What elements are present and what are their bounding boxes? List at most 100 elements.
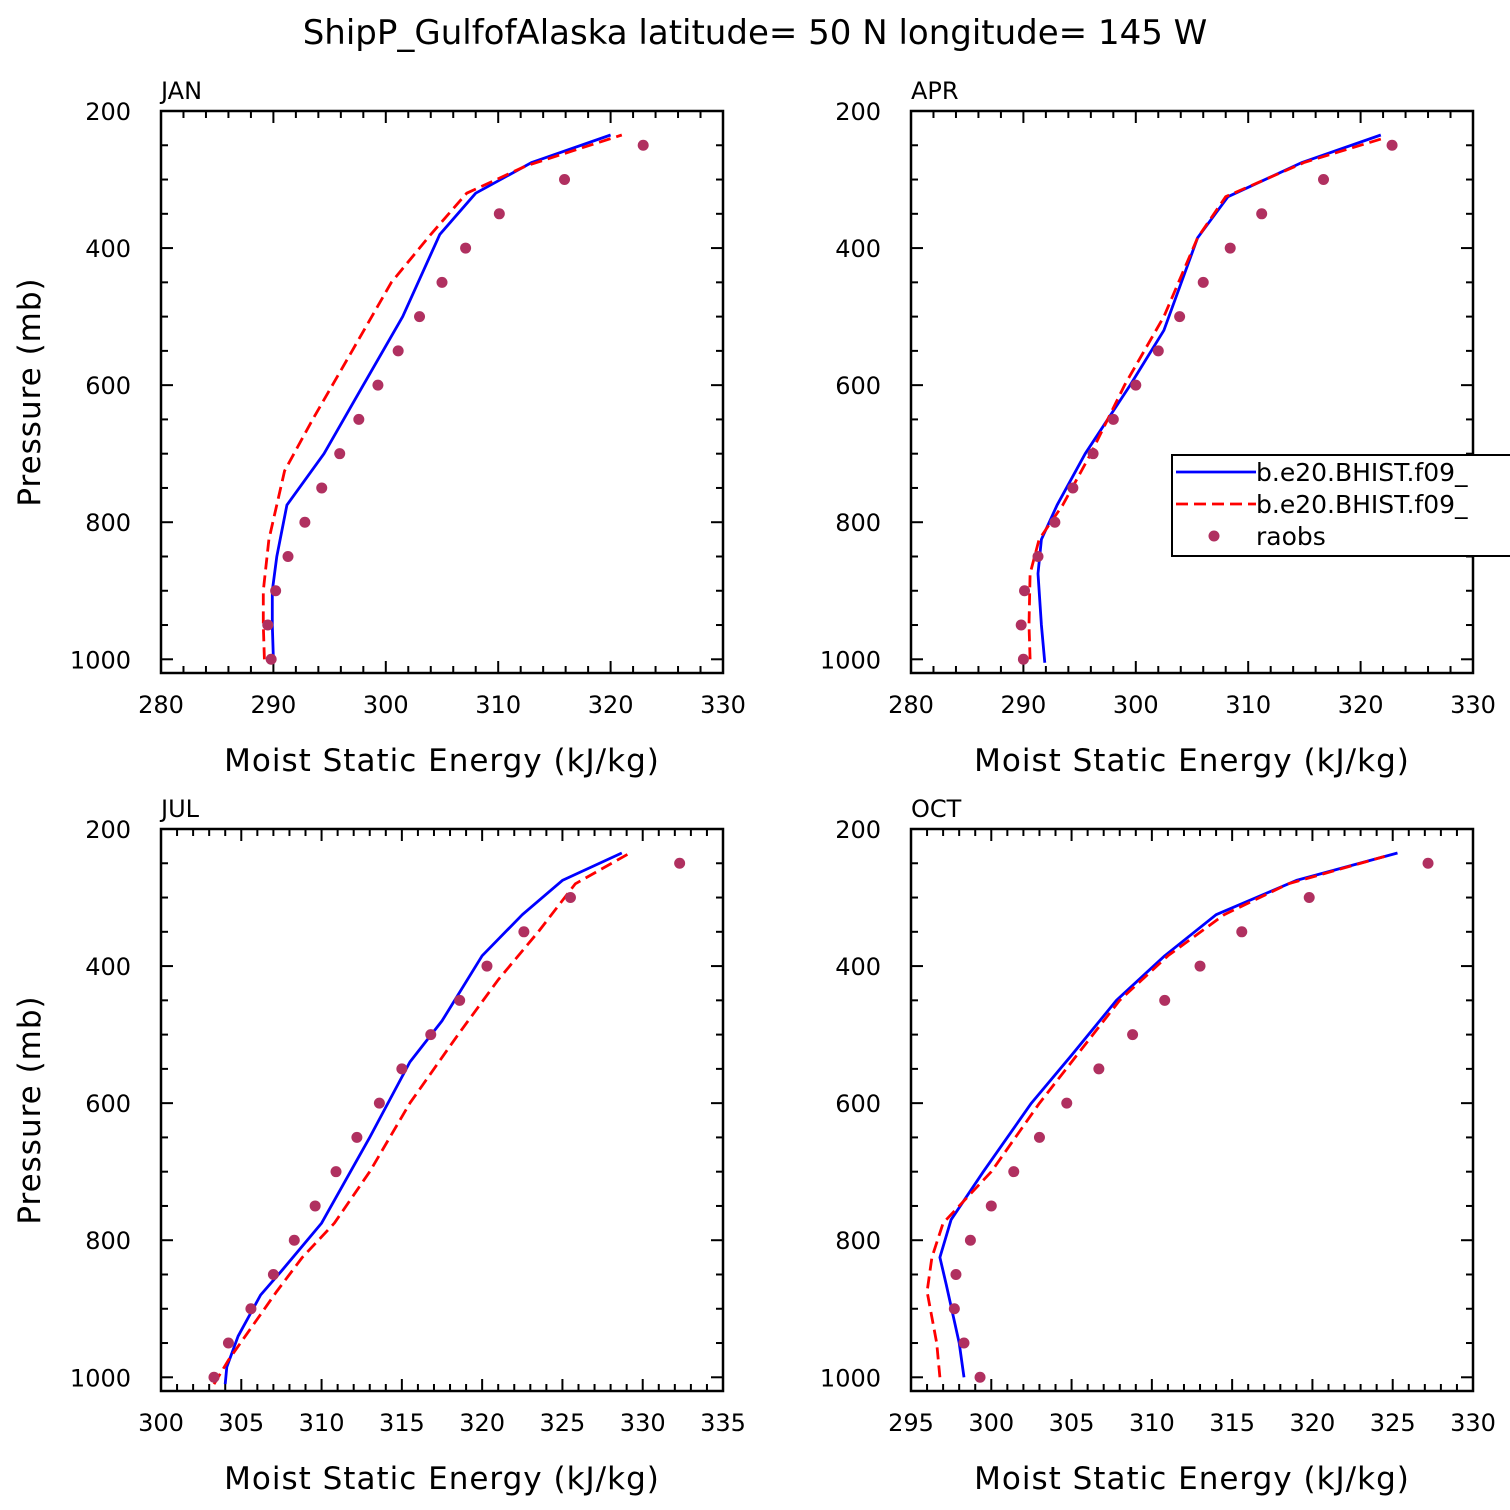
legend: b.e20.BHIST.f09_ b.e20.BHIST.f09_raobs	[1171, 454, 1510, 557]
raobs-point	[493, 208, 505, 220]
plot-frame	[909, 827, 1475, 1393]
raobs-point	[1033, 1131, 1045, 1143]
series-solid-line	[223, 851, 623, 1385]
panel-apr: APR 280 290 300 310 320 330 200 400 600 800 1000 Moi…	[820, 77, 1496, 779]
x-tick-label: 330	[1450, 691, 1496, 719]
raobs-point	[282, 550, 294, 562]
raobs-point	[222, 1337, 234, 1349]
raobs-point	[436, 276, 448, 288]
panel-title-jan: JAN	[159, 77, 202, 105]
x-tick-label: 325	[540, 1409, 586, 1437]
raobs-point	[1127, 1029, 1139, 1041]
legend-dot-marker	[1208, 530, 1220, 542]
x-tick-label: 335	[700, 1409, 746, 1437]
x-tick-label: 305	[1049, 1409, 1095, 1437]
y-tick-label: 1000	[820, 646, 881, 674]
raobs-point	[1061, 1097, 1073, 1109]
raobs-point	[1422, 857, 1434, 869]
raobs-point	[267, 1268, 279, 1280]
x-tick-label: 300	[968, 1409, 1014, 1437]
raobs-point	[974, 1371, 986, 1383]
y-tick-label: 200	[85, 98, 131, 126]
raobs-point	[299, 516, 311, 528]
x-tick-label: 280	[138, 691, 184, 719]
panel-title-jul: JUL	[159, 795, 200, 823]
raobs-point	[454, 994, 466, 1006]
raobs-point	[481, 960, 493, 972]
raobs-point	[1194, 960, 1206, 972]
raobs-point	[958, 1337, 970, 1349]
raobs-point	[518, 926, 530, 938]
plot-frame	[909, 109, 1475, 675]
raobs-point	[1224, 242, 1236, 254]
y-tick-label: 1000	[70, 1364, 131, 1392]
panel-jul: JUL 300 305 310 315 320 325 330 335 200 400 600 800 1…	[12, 795, 746, 1497]
x-tick-label: 315	[379, 1409, 425, 1437]
legend-label: raobs	[1256, 522, 1326, 551]
series-dashed-line	[925, 855, 1386, 1378]
raobs-point	[1318, 174, 1330, 186]
raobs-point	[1197, 276, 1209, 288]
x-tick-label: 320	[459, 1409, 505, 1437]
raobs-point	[262, 619, 274, 631]
raobs-point	[265, 653, 277, 665]
raobs-point	[559, 174, 571, 186]
raobs-point	[1152, 345, 1164, 357]
y-tick-label: 400	[835, 953, 881, 981]
raobs-point	[392, 345, 404, 357]
x-tick-label: 290	[250, 691, 296, 719]
raobs-point	[1093, 1063, 1105, 1075]
raobs-point	[1067, 482, 1079, 494]
x-tick-label: 290	[1000, 691, 1046, 719]
series-dashed-line	[261, 133, 623, 660]
raobs-point	[309, 1200, 321, 1212]
raobs-point	[270, 585, 282, 597]
raobs-point	[964, 1234, 976, 1246]
raobs-point	[1019, 585, 1031, 597]
x-axis-label: Moist Static Energy (kJ/kg)	[224, 743, 660, 779]
y-tick-label: 1000	[820, 1364, 881, 1392]
raobs-point	[425, 1029, 437, 1041]
plot-frame	[159, 827, 725, 1393]
y-tick-label: 600	[85, 1090, 131, 1118]
series-dashed-line	[1027, 137, 1384, 660]
x-tick-label: 320	[1338, 691, 1384, 719]
series-dashed-line	[212, 851, 631, 1385]
raobs-point	[564, 892, 576, 904]
raobs-point	[1130, 379, 1142, 391]
plot-frame	[159, 109, 725, 675]
raobs-point	[316, 482, 328, 494]
y-tick-label: 200	[835, 98, 881, 126]
x-tick-label: 325	[1370, 1409, 1416, 1437]
raobs-point	[1049, 516, 1061, 528]
raobs-point	[373, 1097, 385, 1109]
raobs-point	[1107, 413, 1119, 425]
raobs-point	[1008, 1166, 1020, 1178]
x-axis-label: Moist Static Energy (kJ/kg)	[974, 1461, 1410, 1497]
x-tick-label: 310	[1225, 691, 1271, 719]
y-tick-label: 400	[85, 235, 131, 263]
y-axis-label: Pressure (mb)	[12, 277, 48, 506]
x-tick-label: 295	[888, 1409, 934, 1437]
y-tick-label: 600	[85, 372, 131, 400]
raobs-point	[351, 1131, 363, 1143]
y-tick-label: 200	[835, 816, 881, 844]
x-tick-label: 310	[299, 1409, 345, 1437]
raobs-point	[334, 448, 346, 460]
y-tick-label: 800	[835, 509, 881, 537]
raobs-point	[1303, 892, 1315, 904]
raobs-point	[372, 379, 384, 391]
panel-title-oct: OCT	[911, 795, 962, 823]
x-axis-label: Moist Static Energy (kJ/kg)	[974, 743, 1410, 779]
raobs-point	[1032, 550, 1044, 562]
x-tick-label: 310	[1129, 1409, 1175, 1437]
y-tick-label: 200	[85, 816, 131, 844]
raobs-point	[1159, 994, 1171, 1006]
legend-label: b.e20.BHIST.f09_	[1256, 458, 1468, 487]
y-tick-label: 600	[835, 1090, 881, 1118]
raobs-point	[948, 1303, 960, 1315]
raobs-point	[1015, 619, 1027, 631]
raobs-point	[396, 1063, 408, 1075]
x-tick-label: 300	[138, 1409, 184, 1437]
raobs-point	[637, 139, 649, 151]
